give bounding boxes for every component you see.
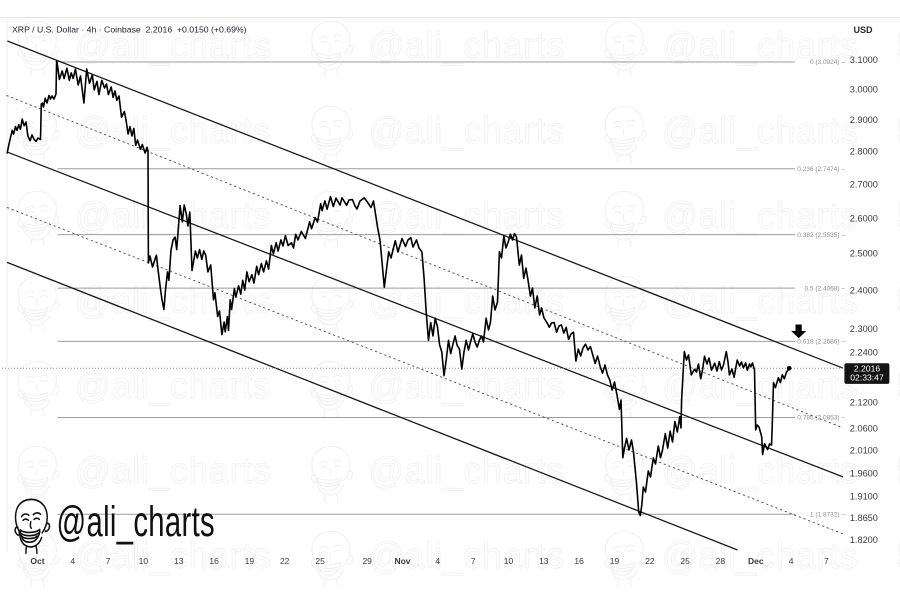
svg-text:@ali_charts: @ali_charts — [662, 109, 859, 151]
svg-text:2.5000: 2.5000 — [850, 249, 878, 259]
svg-text:13: 13 — [174, 556, 184, 566]
svg-text:USD: USD — [854, 25, 874, 35]
svg-text:0.786 (2.0853) –: 0.786 (2.0853) – — [797, 415, 845, 422]
svg-text:0.618 (2.2686) –: 0.618 (2.2686) – — [797, 339, 845, 346]
svg-text:25: 25 — [680, 556, 690, 566]
svg-text:7: 7 — [106, 556, 111, 566]
svg-text:@ali_charts: @ali_charts — [662, 194, 859, 236]
svg-text:@ali_charts: @ali_charts — [369, 534, 566, 576]
svg-text:@ali_charts: @ali_charts — [75, 364, 272, 406]
svg-text:1.8200: 1.8200 — [850, 535, 878, 545]
svg-text:13: 13 — [539, 556, 549, 566]
svg-text:@ali_charts: @ali_charts — [75, 24, 272, 66]
svg-text:@ali_charts: @ali_charts — [57, 497, 215, 545]
svg-text:16: 16 — [209, 556, 219, 566]
svg-text:@ali_charts: @ali_charts — [369, 194, 566, 236]
svg-text:@ali_charts: @ali_charts — [75, 194, 272, 236]
svg-text:10: 10 — [504, 556, 514, 566]
svg-text:7: 7 — [824, 556, 829, 566]
svg-text:2.2016: 2.2016 — [854, 363, 881, 373]
svg-text:19: 19 — [245, 556, 255, 566]
svg-text:16: 16 — [574, 556, 584, 566]
svg-text:@ali_charts: @ali_charts — [662, 24, 859, 66]
svg-text:2.0600: 2.0600 — [850, 423, 878, 433]
svg-text:@ali_charts: @ali_charts — [369, 449, 566, 491]
svg-text:1.9100: 1.9100 — [850, 492, 878, 502]
svg-text:2.2400: 2.2400 — [850, 348, 878, 358]
svg-text:@ali_charts: @ali_charts — [662, 279, 859, 321]
svg-text:29: 29 — [362, 556, 372, 566]
svg-text:3.0000: 3.0000 — [850, 84, 878, 94]
svg-text:4: 4 — [70, 556, 75, 566]
svg-text:2.0100: 2.0100 — [850, 446, 878, 456]
svg-text:@ali_charts: @ali_charts — [75, 534, 272, 576]
svg-text:1.9600: 1.9600 — [850, 468, 878, 478]
svg-text:XRP / U.S. Dollar · 4h · Coinb: XRP / U.S. Dollar · 4h · Coinbase 2.2016… — [12, 25, 247, 35]
svg-text:@ali_charts: @ali_charts — [662, 534, 859, 576]
svg-text:@ali_charts: @ali_charts — [662, 449, 859, 491]
svg-text:22: 22 — [280, 556, 290, 566]
svg-text:28: 28 — [716, 556, 726, 566]
svg-text:@ali_charts: @ali_charts — [369, 109, 566, 151]
svg-text:1 (1.8732) –: 1 (1.8732) – — [810, 511, 845, 518]
svg-text:10: 10 — [139, 556, 149, 566]
svg-text:Dec: Dec — [748, 556, 764, 566]
svg-text:0.236 (2.7474) –: 0.236 (2.7474) – — [797, 166, 845, 173]
svg-text:2.9000: 2.9000 — [850, 115, 878, 125]
svg-text:@ali_charts: @ali_charts — [75, 109, 272, 151]
svg-text:2.1200: 2.1200 — [850, 398, 878, 408]
svg-text:Oct: Oct — [30, 556, 44, 566]
svg-text:0 (3.0924) –: 0 (3.0924) – — [810, 59, 845, 66]
svg-text:@ali_charts: @ali_charts — [369, 364, 566, 406]
svg-text:Nov: Nov — [394, 556, 410, 566]
svg-text:2.3000: 2.3000 — [850, 324, 878, 334]
svg-text:@ali_charts: @ali_charts — [369, 24, 566, 66]
svg-text:@ali_charts: @ali_charts — [369, 279, 566, 321]
svg-text:0.382 (2.5535) –: 0.382 (2.5535) – — [797, 232, 845, 239]
svg-text:0.5 (2.4068) –: 0.5 (2.4068) – — [805, 285, 846, 292]
svg-text:1.8650: 1.8650 — [850, 513, 878, 523]
svg-text:2.7000: 2.7000 — [850, 179, 878, 189]
svg-text:2.8000: 2.8000 — [850, 147, 878, 157]
svg-text:2.6000: 2.6000 — [850, 213, 878, 223]
svg-text:3.1000: 3.1000 — [850, 55, 878, 65]
svg-text:02:33:47: 02:33:47 — [850, 373, 884, 383]
svg-text:22: 22 — [645, 556, 655, 566]
svg-text:7: 7 — [471, 556, 476, 566]
svg-text:4: 4 — [435, 556, 440, 566]
svg-text:19: 19 — [610, 556, 620, 566]
svg-text:@ali_charts: @ali_charts — [75, 449, 272, 491]
svg-text:2.4000: 2.4000 — [850, 286, 878, 296]
svg-text:4: 4 — [789, 556, 794, 566]
svg-text:25: 25 — [315, 556, 325, 566]
